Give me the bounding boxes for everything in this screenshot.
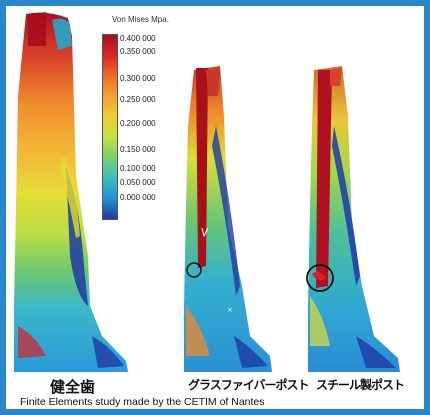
legend-label: 0.100 000 [120, 164, 156, 173]
source-footer: Finite Elements study made by the CETIM … [20, 396, 265, 408]
legend-color-scale [102, 34, 118, 220]
legend-label: 0.300 000 [120, 74, 156, 83]
svg-text:×: × [227, 306, 233, 314]
legend-label: 0.150 000 [120, 145, 156, 154]
healthy-tooth-model [14, 12, 128, 373]
glass-fiber-post-model: × [184, 66, 272, 372]
legend-label: 0.050 000 [120, 178, 156, 187]
legend-labels: 0.400 000 0.350 000 0.300 000 0.250 000 … [120, 34, 200, 220]
legend-label: 0.200 000 [120, 119, 156, 128]
legend-label: 0.350 000 [120, 47, 156, 56]
legend-label: 0.000 000 [120, 193, 156, 202]
legend-label: 0.400 000 [120, 34, 156, 43]
figure-panel: × Von Mises Mpa. 0.400 000 0.350 000 0.3… [6, 6, 424, 409]
fea-stress-figure: × [14, 12, 400, 373]
legend-title: Von Mises Mpa. [112, 15, 169, 24]
caption-healthy-tooth: 健全歯 [50, 379, 96, 396]
legend-label: 0.250 000 [120, 95, 156, 104]
steel-post-model [306, 66, 400, 372]
caption-steel-post: スチール製ポスト [316, 378, 405, 392]
caption-glass-fiber-post: グラスファイバーポスト [188, 378, 310, 392]
